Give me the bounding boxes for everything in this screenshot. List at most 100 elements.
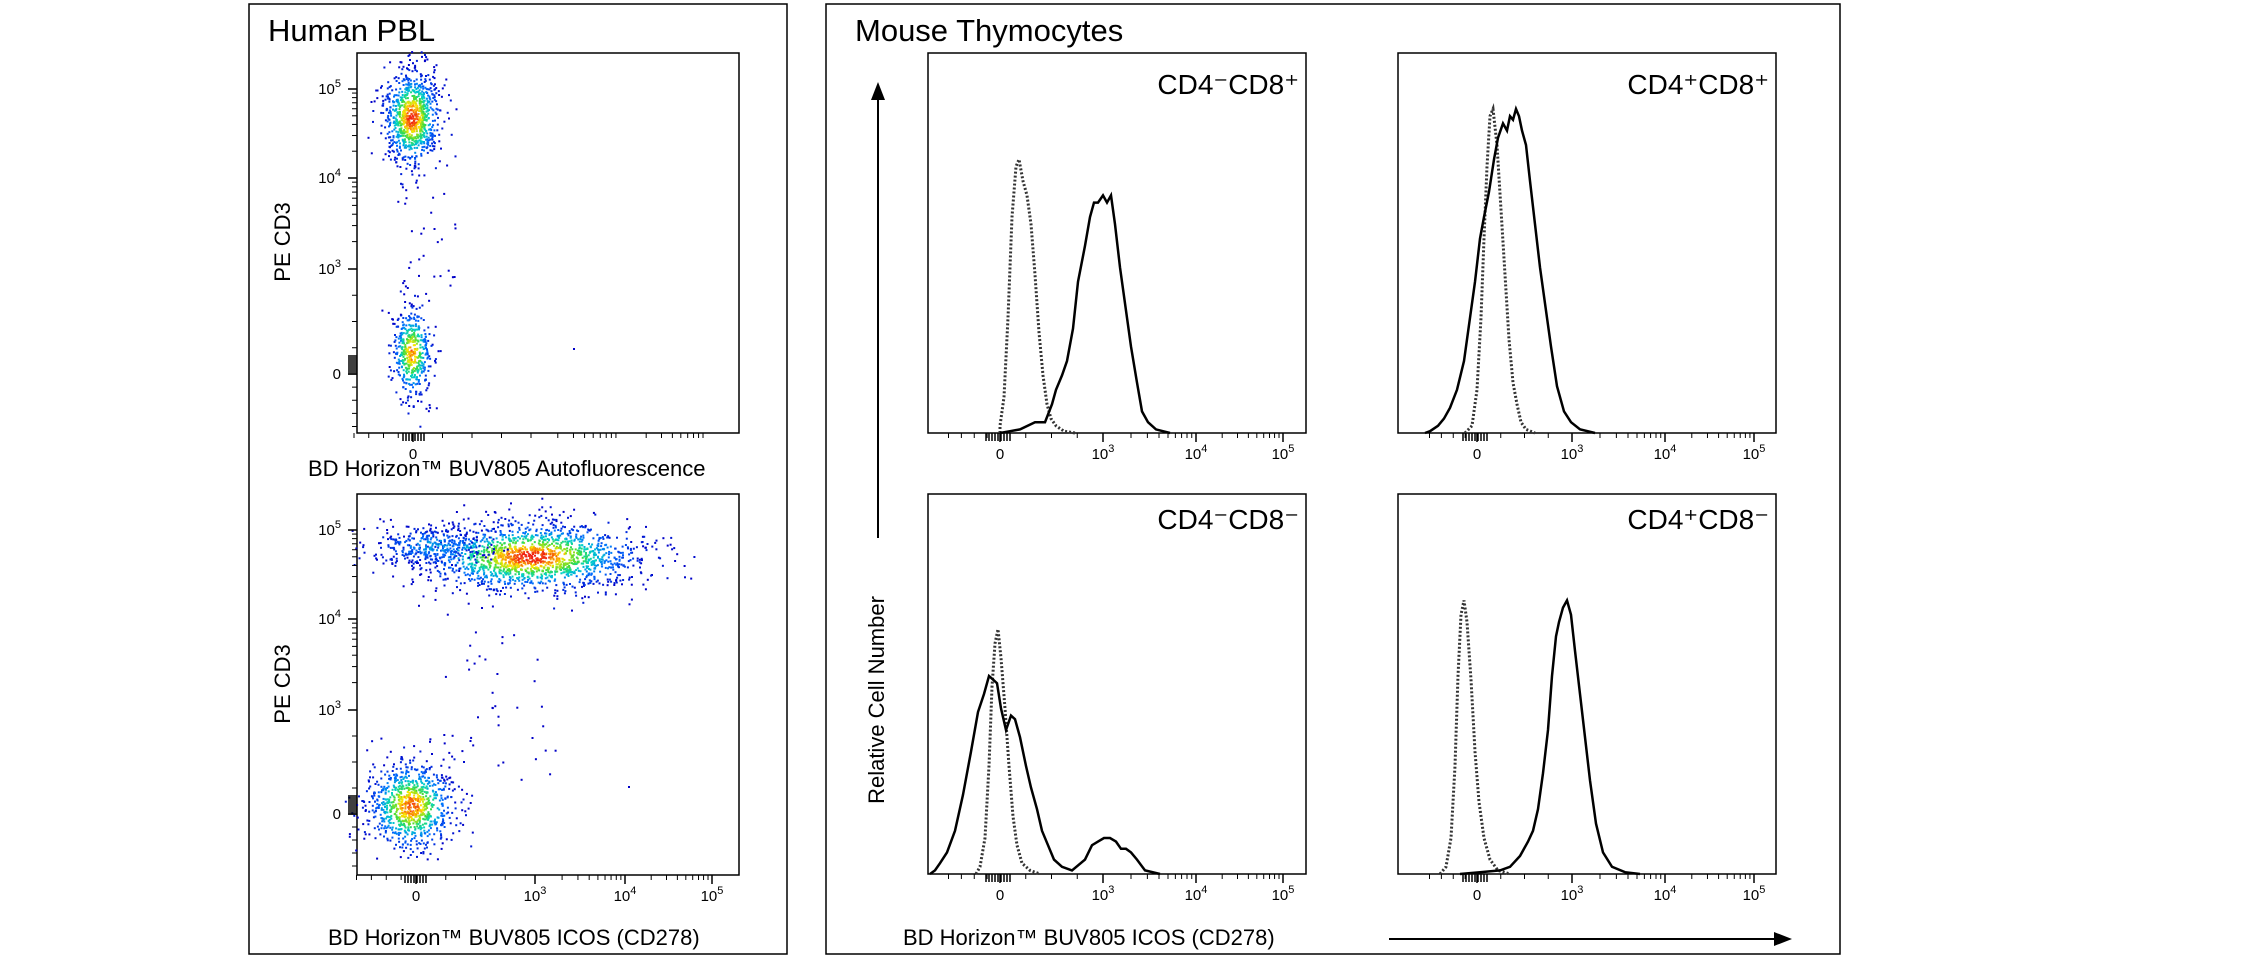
event-dot	[530, 536, 533, 539]
event-dot	[622, 579, 625, 581]
event-dot	[397, 100, 400, 102]
event-dot	[418, 174, 421, 177]
event-dot	[395, 553, 398, 555]
event-dot	[434, 560, 437, 563]
event-dot	[401, 118, 404, 121]
event-dot	[437, 782, 440, 785]
event-dot	[412, 822, 415, 825]
event-dot	[427, 799, 430, 802]
event-dot	[421, 790, 424, 793]
event-dot	[413, 537, 415, 540]
event-dot	[406, 93, 409, 96]
event-dot	[564, 540, 567, 543]
event-dot	[450, 558, 453, 561]
event-dot	[597, 539, 600, 542]
event-dot	[388, 145, 391, 148]
event-dot	[547, 544, 550, 547]
event-dot	[424, 805, 426, 808]
event-dot	[499, 531, 502, 534]
event-dot	[369, 776, 371, 779]
event-dot	[404, 109, 407, 112]
event-dot	[429, 144, 432, 147]
event-dot	[559, 534, 562, 537]
event-dot	[407, 827, 410, 830]
event-dot	[435, 558, 438, 561]
event-dot	[571, 585, 574, 588]
event-dot	[532, 552, 535, 554]
event-dot	[494, 563, 497, 566]
event-dot	[396, 165, 399, 168]
event-dot	[510, 595, 512, 598]
event-dot	[514, 520, 517, 523]
event-dot	[401, 348, 404, 351]
event-dot	[478, 655, 481, 658]
event-dot	[404, 115, 407, 118]
event-dot	[546, 528, 548, 531]
event-dot	[415, 781, 418, 784]
event-dot	[557, 529, 560, 531]
event-dot	[389, 777, 392, 780]
event-dot	[469, 553, 472, 556]
event-dot	[576, 561, 579, 564]
event-dot	[508, 552, 510, 555]
event-dot	[586, 531, 589, 534]
event-dot	[441, 127, 444, 130]
event-dot	[423, 818, 426, 821]
event-dot	[413, 768, 416, 771]
event-dot	[502, 569, 505, 572]
tick-label: 103	[1092, 884, 1115, 904]
event-dot	[468, 543, 471, 546]
event-dot	[415, 822, 418, 825]
event-dot	[529, 528, 532, 531]
event-dot	[389, 796, 392, 799]
event-dot	[589, 557, 592, 560]
event-dot	[404, 202, 407, 205]
event-dot	[425, 389, 428, 392]
event-dot	[545, 535, 547, 538]
event-dot	[361, 806, 364, 809]
event-dot	[442, 549, 445, 552]
event-dot	[593, 567, 596, 570]
event-dot	[549, 506, 552, 509]
event-dot	[493, 527, 495, 530]
event-dot	[396, 807, 398, 810]
event-dot	[432, 773, 435, 776]
event-dot	[416, 819, 419, 822]
event-dot	[419, 791, 422, 794]
event-dot	[554, 539, 557, 542]
event-dot	[436, 778, 439, 781]
event-dot	[439, 557, 442, 560]
event-dot	[419, 102, 422, 105]
event-dot	[538, 540, 541, 542]
event-dot	[428, 109, 431, 112]
event-dot	[391, 828, 394, 831]
event-dot	[448, 783, 451, 786]
event-dot	[418, 335, 421, 338]
event-dot	[405, 797, 408, 800]
event-dot	[395, 123, 398, 126]
event-dot	[587, 582, 590, 585]
event-dot	[406, 319, 409, 322]
event-dot	[537, 542, 540, 545]
event-dot	[414, 91, 417, 94]
event-dot	[566, 532, 569, 535]
event-dot	[398, 543, 401, 546]
event-dot	[393, 124, 396, 127]
event-dot	[497, 562, 500, 565]
event-dot	[403, 138, 406, 141]
event-dot	[402, 546, 405, 549]
event-dot	[481, 539, 484, 542]
event-dot	[429, 538, 432, 541]
event-dot	[396, 141, 399, 144]
event-dot	[413, 527, 416, 530]
event-dot	[496, 673, 499, 675]
event-dot	[382, 787, 385, 790]
event-dot	[530, 548, 532, 551]
event-dot	[416, 376, 418, 379]
event-dot	[521, 556, 524, 559]
event-dot	[386, 798, 389, 801]
event-dot	[606, 536, 609, 539]
event-dot	[444, 549, 447, 551]
event-dot	[522, 538, 525, 541]
event-dot	[531, 737, 534, 739]
